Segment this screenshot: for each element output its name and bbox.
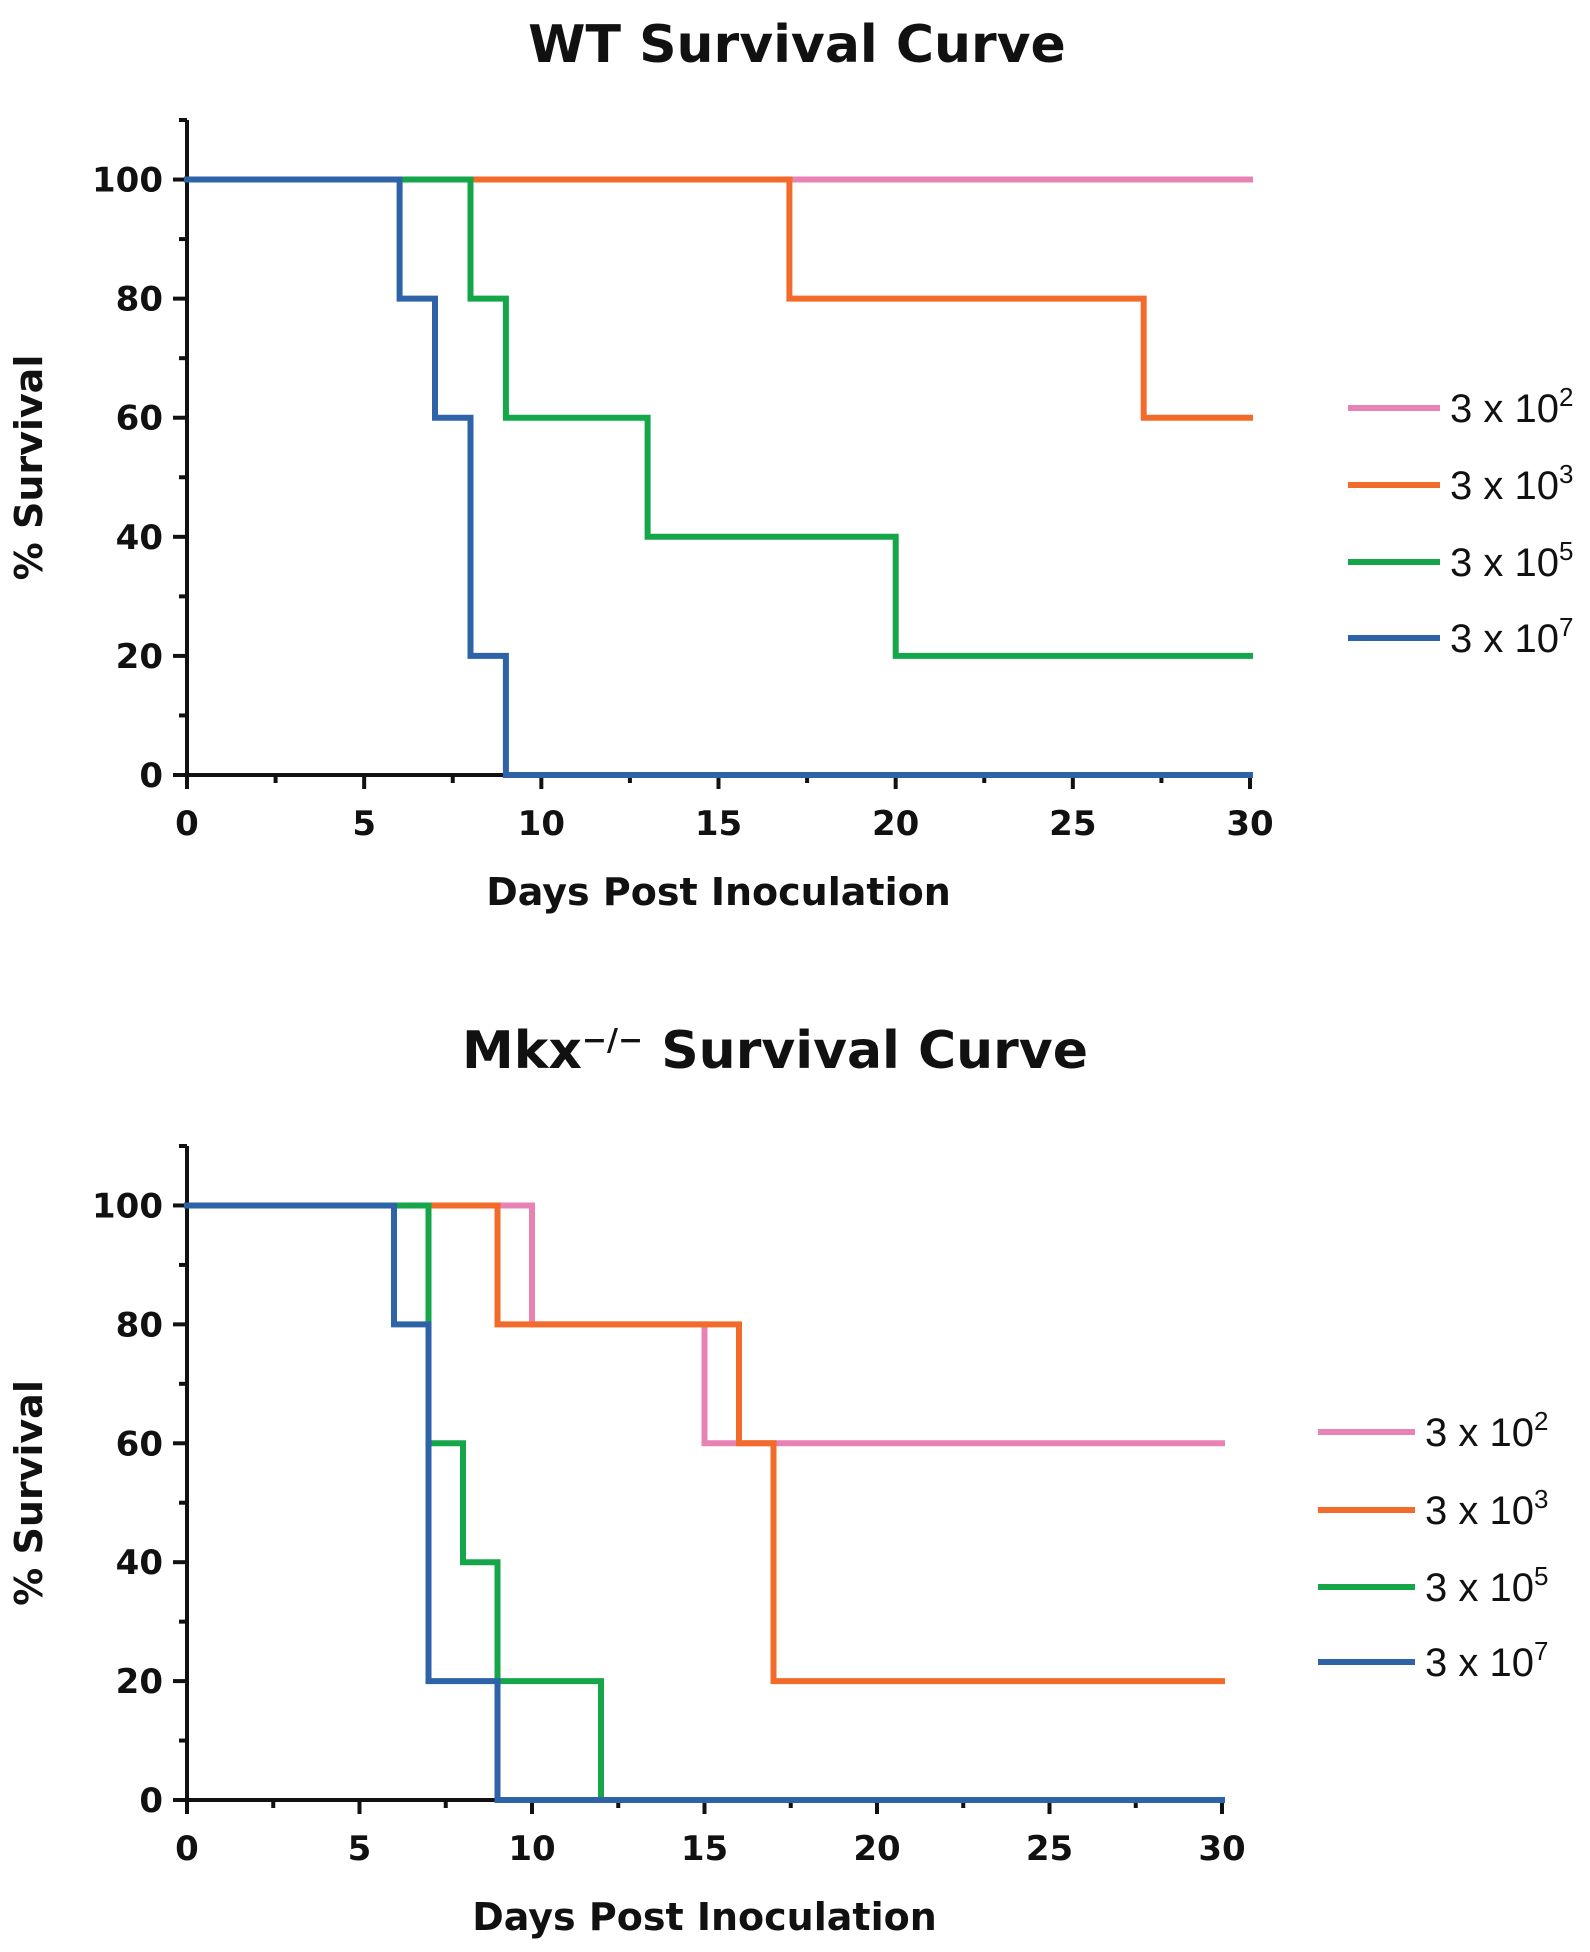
y-tick-label: 20 bbox=[116, 1662, 163, 1702]
y-tick-label: 100 bbox=[92, 161, 163, 201]
legend-item: 3 x 105 bbox=[1318, 1561, 1548, 1610]
series-line-3x10e3 bbox=[184, 1202, 1225, 1685]
legend-label-base: 3 x 10 bbox=[1450, 541, 1559, 585]
x-tick-label: 5 bbox=[352, 804, 376, 844]
legend-label: 3 x 107 bbox=[1425, 1636, 1548, 1685]
x-tick-label: 30 bbox=[1198, 1829, 1245, 1869]
legend-label: 3 x 103 bbox=[1450, 459, 1573, 508]
legend-label: 3 x 103 bbox=[1425, 1484, 1548, 1533]
legend-label: 3 x 105 bbox=[1425, 1561, 1548, 1610]
legend-label-exponent: 3 bbox=[1559, 459, 1573, 489]
legend-label-base: 3 x 10 bbox=[1425, 1641, 1534, 1685]
y-tick-label: 40 bbox=[116, 518, 163, 558]
chart-title-main: Mkx bbox=[462, 1021, 582, 1081]
x-tick-label: 30 bbox=[1226, 804, 1273, 844]
legend-item: 3 x 102 bbox=[1318, 1406, 1548, 1455]
y-tick-label: 60 bbox=[116, 1424, 163, 1464]
legend-label-base: 3 x 10 bbox=[1450, 464, 1559, 508]
chart-title-superscript: −/− bbox=[582, 1023, 643, 1058]
series-line-3x10e5 bbox=[184, 1202, 1225, 1803]
y-tick-label: 40 bbox=[116, 1543, 163, 1583]
chart-title: WT Survival Curve bbox=[528, 15, 1066, 75]
legend-label-base: 3 x 10 bbox=[1450, 617, 1559, 661]
legend-item: 3 x 103 bbox=[1318, 1484, 1548, 1533]
legend-label: 3 x 105 bbox=[1450, 536, 1573, 585]
x-tick-label: 10 bbox=[508, 1829, 555, 1869]
legend-label: 3 x 102 bbox=[1425, 1406, 1548, 1455]
x-tick-label: 15 bbox=[695, 804, 742, 844]
y-axis-label: % Survival bbox=[7, 1380, 51, 1606]
legend-label-base: 3 x 10 bbox=[1425, 1489, 1534, 1533]
legend-label-base: 3 x 10 bbox=[1425, 1566, 1534, 1610]
y-tick-label: 80 bbox=[116, 1305, 163, 1345]
series-line-3x10e7 bbox=[184, 176, 1253, 778]
x-tick-label: 0 bbox=[175, 804, 199, 844]
series-line-3x10e3 bbox=[184, 176, 1253, 421]
legend-label-exponent: 3 bbox=[1534, 1484, 1548, 1514]
legend-label-exponent: 2 bbox=[1559, 382, 1573, 412]
y-tick-label: 20 bbox=[116, 637, 163, 677]
legend-item: 3 x 102 bbox=[1348, 382, 1573, 431]
y-tick-label: 0 bbox=[139, 756, 163, 796]
chart-title-rest: Survival Curve bbox=[643, 1021, 1088, 1081]
y-tick-label: 80 bbox=[116, 280, 163, 320]
legend-label-exponent: 7 bbox=[1559, 612, 1573, 642]
y-tick-label: 100 bbox=[92, 1186, 163, 1226]
legend-label: 3 x 107 bbox=[1450, 612, 1573, 661]
y-tick-label: 60 bbox=[116, 399, 163, 439]
legend-label-exponent: 2 bbox=[1534, 1406, 1548, 1436]
chart-panel-2: Mkx−/− Survival Curve 0 20 40 60 80 100 0 5 10 15 2… bbox=[7, 1021, 1548, 1939]
legend-item: 3 x 103 bbox=[1348, 459, 1573, 508]
legend-label: 3 x 102 bbox=[1450, 382, 1573, 431]
x-tick-label: 20 bbox=[872, 804, 919, 844]
legend-label-exponent: 5 bbox=[1534, 1561, 1548, 1591]
legend-label-exponent: 5 bbox=[1559, 536, 1573, 566]
legend-label-exponent: 7 bbox=[1534, 1636, 1548, 1666]
x-tick-label: 0 bbox=[175, 1829, 199, 1869]
x-axis-label: Days Post Inoculation bbox=[472, 1895, 937, 1939]
y-tick-label: 0 bbox=[139, 1781, 163, 1821]
x-tick-label: 15 bbox=[681, 1829, 728, 1869]
series-line-3x10e5 bbox=[184, 176, 1253, 659]
series-line-3x10e7 bbox=[184, 1202, 1225, 1803]
legend-item: 3 x 107 bbox=[1348, 612, 1573, 661]
legend-item: 3 x 107 bbox=[1318, 1636, 1548, 1685]
x-tick-label: 20 bbox=[853, 1829, 900, 1869]
x-tick-label: 10 bbox=[518, 804, 565, 844]
x-tick-label: 25 bbox=[1026, 1829, 1073, 1869]
legend-label-base: 3 x 10 bbox=[1425, 1411, 1534, 1455]
x-axis-label: Days Post Inoculation bbox=[486, 870, 951, 914]
legend-label-base: 3 x 10 bbox=[1450, 387, 1559, 431]
x-tick-label: 5 bbox=[348, 1829, 372, 1869]
legend-item: 3 x 105 bbox=[1348, 536, 1573, 585]
chart-title: Mkx−/− Survival Curve bbox=[462, 1021, 1088, 1081]
x-tick-label: 25 bbox=[1049, 804, 1096, 844]
y-axis-label: % Survival bbox=[7, 355, 51, 581]
